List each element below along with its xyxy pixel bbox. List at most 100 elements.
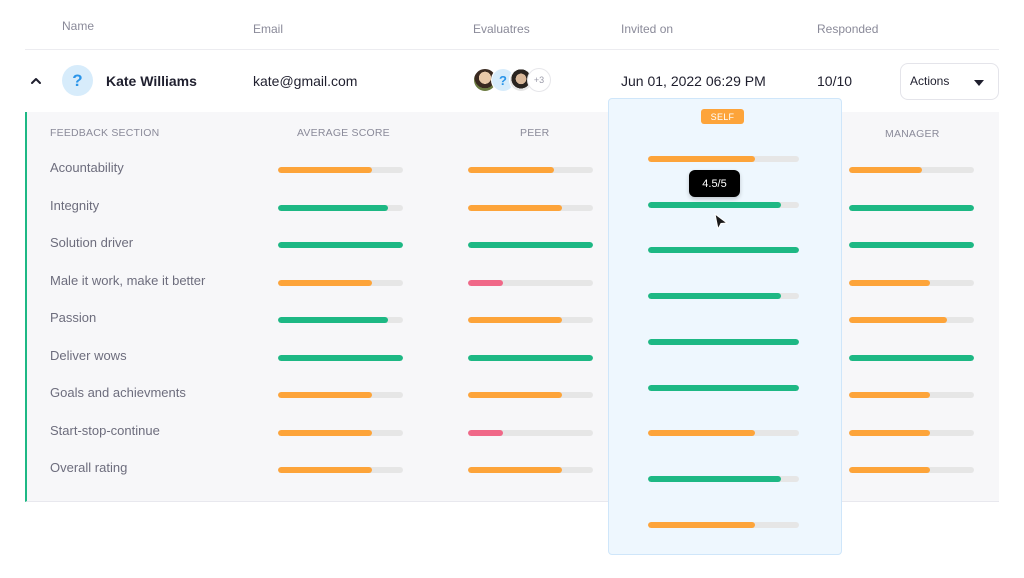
chevron-up-icon[interactable] — [29, 74, 43, 88]
score-bar-fill — [278, 354, 403, 361]
evaluators-avatars[interactable]: ? +3 — [473, 68, 551, 94]
feedback-detail-panel: FEEDBACK SECTION AVERAGE SCORE PEER MANA… — [25, 112, 999, 502]
average-score-bar[interactable] — [278, 204, 403, 211]
header-peer: PEER — [520, 127, 550, 139]
score-bar-fill — [648, 156, 756, 162]
self-score-bar[interactable] — [648, 156, 799, 162]
manager-score-bar[interactable] — [849, 467, 974, 473]
self-badge: SELF — [701, 109, 744, 124]
column-header-name[interactable]: Name — [62, 19, 95, 33]
score-bar-fill — [468, 279, 503, 286]
average-score-bar[interactable] — [278, 317, 403, 323]
score-bar-fill — [468, 167, 555, 173]
question-icon: ? — [72, 70, 83, 90]
score-bar-fill — [278, 242, 403, 248]
employee-name: Kate Williams — [106, 73, 197, 89]
score-bar-fill — [849, 429, 931, 436]
score-bar-fill — [648, 384, 799, 391]
average-score-bar[interactable] — [278, 167, 403, 173]
actions-label: Actions — [910, 74, 950, 88]
score-bar-fill — [468, 317, 562, 323]
score-bar-fill — [468, 392, 562, 398]
more-evaluators-badge[interactable]: +3 — [527, 68, 551, 92]
score-bar-fill — [849, 167, 922, 173]
score-bar-fill — [648, 201, 781, 208]
self-column-highlight[interactable]: SELF — [608, 98, 842, 555]
peer-score-bar[interactable] — [468, 279, 593, 286]
table-row: ? Kate Williams kate@gmail.com ? +3 Jun … — [25, 50, 999, 112]
self-score-bar[interactable] — [648, 247, 799, 254]
self-score-bar[interactable] — [648, 338, 799, 345]
peer-score-bar[interactable] — [468, 242, 593, 248]
average-score-bar[interactable] — [278, 279, 403, 286]
actions-dropdown[interactable]: Actions — [900, 63, 999, 100]
peer-score-bar[interactable] — [468, 354, 593, 361]
score-bar-fill — [849, 354, 974, 361]
column-header-responded[interactable]: Responded — [817, 22, 879, 36]
feedback-section-label: Male it work, make it better — [50, 272, 206, 288]
score-bar-fill — [468, 354, 593, 361]
peer-score-bar[interactable] — [468, 429, 593, 436]
score-bar-fill — [849, 392, 931, 398]
header-manager: MANAGER — [885, 128, 940, 140]
average-score-bar[interactable] — [278, 467, 403, 473]
manager-score-bar[interactable] — [849, 317, 974, 323]
self-score-bar[interactable] — [648, 201, 799, 208]
peer-score-bar[interactable] — [468, 317, 593, 323]
column-header-invited-on[interactable]: Invited on — [621, 22, 674, 36]
manager-score-bar[interactable] — [849, 279, 974, 286]
manager-score-bar[interactable] — [849, 429, 974, 436]
feedback-section-label: Deliver wows — [50, 347, 127, 363]
score-bar-fill — [468, 242, 593, 248]
score-bar-fill — [849, 279, 931, 286]
question-icon: ? — [499, 72, 507, 88]
score-bar-fill — [648, 247, 799, 254]
employee-email: kate@gmail.com — [253, 73, 358, 89]
manager-score-bar[interactable] — [849, 354, 974, 361]
score-bar-fill — [468, 204, 562, 211]
score-bar-fill — [278, 279, 372, 286]
manager-score-bar[interactable] — [849, 242, 974, 248]
manager-score-bar[interactable] — [849, 392, 974, 398]
self-score-bar[interactable] — [648, 521, 799, 528]
self-score-bar[interactable] — [648, 384, 799, 391]
peer-score-bar[interactable] — [468, 467, 593, 473]
column-header-evaluators[interactable]: Evaluatres — [473, 22, 530, 36]
self-score-bar[interactable] — [648, 430, 799, 437]
score-bar-fill — [648, 293, 781, 300]
self-score-bar[interactable] — [648, 293, 799, 300]
invited-on-date: Jun 01, 2022 06:29 PM — [621, 73, 766, 89]
score-bar-fill — [278, 317, 388, 323]
feedback-section-label: Overall rating — [50, 460, 128, 475]
manager-score-bar[interactable] — [849, 204, 974, 211]
peer-score-bar[interactable] — [468, 392, 593, 398]
peer-score-bar[interactable] — [468, 204, 593, 211]
responded-count: 10/10 — [817, 73, 853, 89]
mouse-cursor-icon — [714, 212, 729, 231]
score-bar-fill — [468, 429, 503, 436]
score-bar-fill — [278, 167, 372, 173]
average-score-bar[interactable] — [278, 392, 403, 398]
feedback-section-label: Solution driver — [50, 235, 134, 250]
feedback-section-label: Passion — [50, 310, 97, 325]
score-bar-fill — [278, 429, 372, 436]
score-bar-fill — [849, 204, 974, 211]
score-bar-fill — [849, 467, 931, 473]
feedback-section-label: Acountability — [50, 160, 124, 175]
average-score-bar[interactable] — [278, 429, 403, 436]
peer-score-bar[interactable] — [468, 167, 593, 173]
score-bar-fill — [849, 317, 947, 323]
column-header-email[interactable]: Email — [253, 22, 284, 36]
avatar: ? — [62, 65, 93, 96]
score-bar-fill — [849, 242, 974, 248]
header-feedback-section: FEEDBACK SECTION — [50, 127, 160, 139]
manager-score-bar[interactable] — [849, 167, 974, 173]
score-bar-fill — [278, 467, 372, 473]
average-score-bar[interactable] — [278, 354, 403, 361]
self-score-bar[interactable] — [648, 475, 799, 482]
feedback-section-label: Start-stop-continue — [50, 422, 160, 438]
score-bar-fill — [648, 475, 781, 482]
caret-down-icon — [974, 80, 984, 86]
average-score-bar[interactable] — [278, 242, 403, 248]
table-header: Name Email Evaluatres Invited on Respond… — [25, 0, 999, 50]
